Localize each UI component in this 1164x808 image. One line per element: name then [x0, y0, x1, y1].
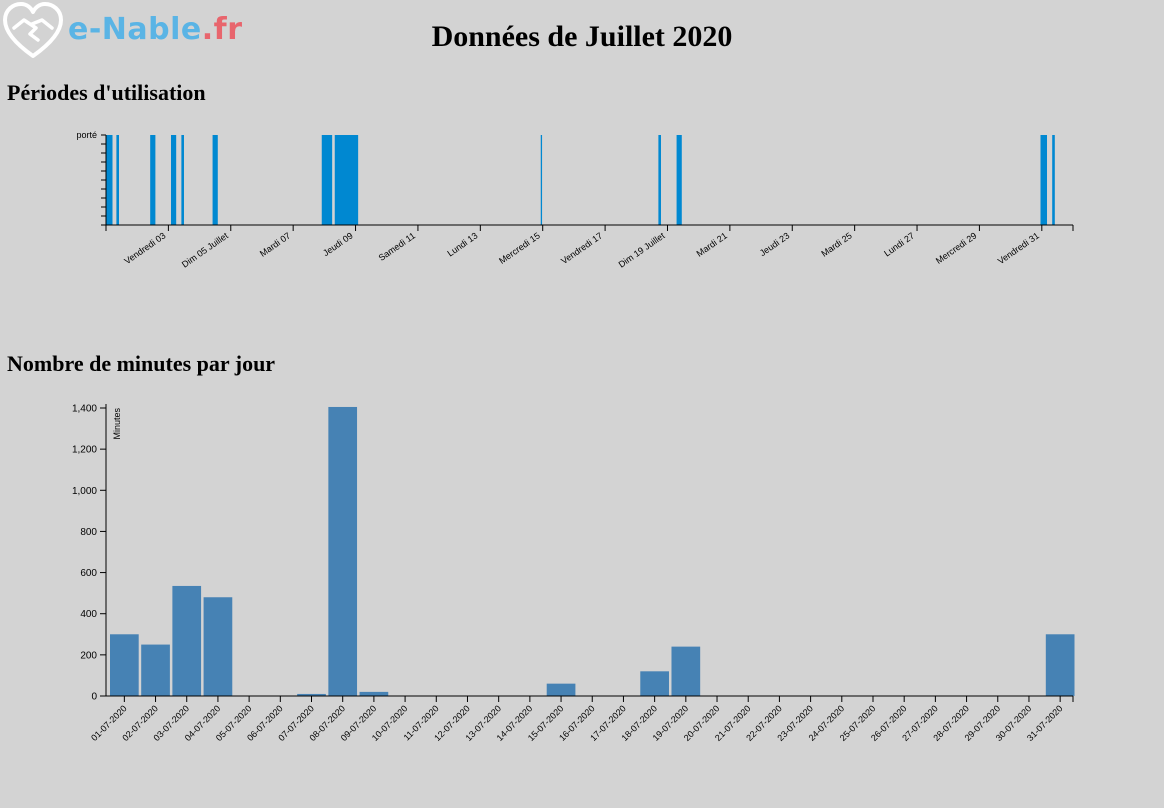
minutes-y-label: Minutes [112, 408, 122, 440]
logo: e-Nable.fr [2, 2, 252, 60]
minutes-y-tick-label: 400 [80, 609, 97, 620]
usage-period-bar [116, 135, 119, 225]
minutes-bar [1045, 634, 1075, 696]
minutes-y-tick-label: 0 [91, 692, 97, 703]
usage-period-bar [321, 135, 333, 225]
logo-text: e-Nable.fr [68, 12, 243, 47]
usage-period-bar [676, 135, 682, 225]
usage-period-bar [170, 135, 177, 225]
usage-x-tick-label: Jeudi 09 [321, 230, 355, 258]
usage-x-tick-label: Jeudi 23 [758, 230, 792, 258]
logo-text-main: e-Nable [68, 12, 202, 47]
minutes-y-tick-label: 600 [80, 568, 97, 579]
usage-x-tick-label: Vendredi 17 [559, 230, 604, 266]
usage-x-tick-label: Dim 19 Juillet [617, 230, 667, 269]
usage-period-bar [1040, 135, 1048, 225]
usage-section-title: Périodes d'utilisation [7, 80, 206, 105]
usage-period-bar [212, 135, 218, 225]
minutes-bar [172, 585, 202, 696]
usage-x-tick-label: Samedi 11 [377, 230, 417, 262]
minutes-bar [359, 691, 389, 696]
usage-period-bar [150, 135, 156, 225]
minutes-bar [110, 634, 139, 696]
minutes-y-tick-label: 200 [80, 650, 97, 661]
minutes-y-tick-label: 800 [80, 527, 97, 538]
minutes-bar [141, 644, 170, 696]
usage-period-bar [1052, 135, 1055, 225]
minutes-bar [328, 406, 358, 696]
usage-x-tick-label: Mardi 25 [819, 230, 853, 258]
page-title: Données de Juillet 2020 [431, 20, 733, 53]
usage-x-tick-label: Mercredi 15 [497, 230, 542, 265]
minutes-y-tick-label: 1,000 [72, 486, 97, 497]
usage-x-tick-label: Lundi 13 [445, 230, 479, 258]
minutes-bar [203, 597, 233, 696]
usage-period-bar [658, 135, 661, 225]
usage-period-bar [181, 135, 184, 225]
usage-x-tick-label: Vendredi 03 [122, 230, 167, 266]
usage-x-tick-label: Mercredi 29 [934, 230, 979, 265]
usage-x-tick-label: Lundi 27 [882, 230, 916, 258]
logo-text-tld: .fr [201, 12, 243, 47]
usage-y-label: porté [76, 130, 97, 140]
usage-period-bar [540, 135, 543, 225]
usage-period-bar [106, 135, 113, 225]
hands-heart-logo-icon [3, 2, 63, 58]
minutes-bar [297, 693, 326, 696]
minutes-bar [546, 683, 576, 696]
minutes-section-title: Nombre de minutes par jour [7, 351, 276, 376]
usage-x-tick-label: Mardi 07 [258, 230, 292, 258]
minutes-bar [671, 646, 701, 696]
minutes-bar [640, 671, 669, 696]
usage-x-tick-label: Mardi 21 [695, 230, 729, 258]
minutes-y-tick-label: 1,400 [72, 404, 97, 415]
usage-period-bar [334, 135, 359, 225]
minutes-y-tick-label: 1,200 [72, 445, 97, 456]
usage-x-tick-label: Vendredi 31 [996, 230, 1041, 266]
usage-x-tick-label: Dim 05 Juillet [180, 230, 230, 269]
usage-periods-chart: porté Vendredi 03 Dim 05 Juillet Mardi 07 Je… [76, 130, 1074, 270]
